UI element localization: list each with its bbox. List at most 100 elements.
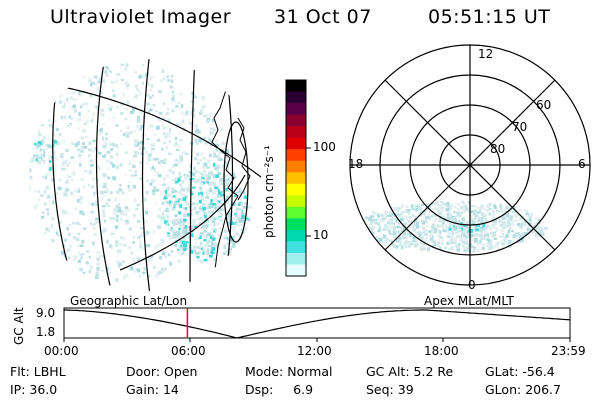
emission-pixel: [105, 132, 108, 136]
emission-pixel: [502, 215, 507, 219]
emission-pixel: [115, 152, 119, 156]
emission-pixel: [146, 231, 149, 234]
emission-pixel: [87, 183, 91, 187]
emission-pixel: [121, 191, 124, 195]
emission-pixel: [77, 141, 80, 144]
emission-pixel: [190, 192, 194, 196]
emission-pixel: [128, 227, 132, 231]
emission-pixel: [447, 231, 451, 236]
emission-pixel: [69, 244, 72, 248]
emission-pixel: [194, 226, 198, 229]
emission-pixel: [207, 210, 211, 214]
emission-pixel: [180, 232, 184, 236]
emission-pixel: [152, 104, 156, 107]
emission-pixel: [202, 181, 205, 185]
emission-pixel: [228, 192, 231, 196]
emission-pixel: [501, 210, 504, 214]
emission-pixel: [127, 188, 132, 192]
emission-pixel: [176, 232, 180, 237]
emission-pixel: [407, 209, 411, 213]
emission-pixel: [226, 195, 229, 198]
emission-pixel: [399, 218, 404, 222]
emission-pixel: [91, 202, 95, 206]
emission-pixel: [172, 219, 177, 224]
emission-pixel: [102, 194, 106, 197]
emission-pixel: [130, 251, 133, 255]
emission-pixel: [70, 142, 74, 145]
emission-pixel: [517, 213, 521, 216]
emission-pixel: [136, 143, 140, 147]
emission-pixel: [188, 183, 191, 187]
emission-pixel: [451, 231, 454, 235]
emission-pixel: [477, 219, 481, 222]
emission-pixel: [174, 159, 179, 162]
emission-pixel: [201, 96, 206, 100]
emission-pixel: [72, 258, 76, 262]
emission-pixel: [53, 157, 57, 160]
emission-pixel: [541, 227, 544, 231]
emission-pixel: [95, 217, 99, 221]
emission-pixel: [125, 151, 128, 155]
emission-pixel: [460, 225, 465, 228]
emission-pixel: [198, 129, 201, 134]
emission-pixel: [176, 179, 180, 183]
emission-pixel: [105, 186, 109, 190]
emission-pixel: [228, 175, 232, 178]
emission-pixel: [109, 217, 113, 220]
emission-pixel: [82, 253, 85, 256]
mode-status: Mode: Normal: [245, 364, 333, 379]
emission-pixel: [476, 248, 480, 253]
emission-pixel: [211, 251, 215, 254]
emission-pixel: [503, 225, 506, 229]
emission-pixel: [66, 163, 69, 167]
emission-pixel: [62, 105, 66, 109]
emission-pixel: [109, 142, 113, 146]
emission-pixel: [208, 243, 211, 246]
emission-pixel: [404, 227, 407, 230]
polar-axis-diagonal: [384, 79, 556, 251]
colorbar-cell: [286, 103, 306, 116]
emission-pixel: [100, 108, 105, 112]
emission-pixel: [228, 203, 231, 207]
emission-pixel: [212, 118, 215, 123]
emission-pixel: [171, 75, 174, 78]
emission-pixel: [113, 208, 117, 211]
emission-pixel: [51, 239, 55, 243]
emission-pixel: [66, 194, 69, 198]
emission-pixel: [529, 228, 533, 231]
emission-pixel: [209, 132, 212, 136]
emission-pixel: [163, 196, 168, 200]
emission-pixel: [66, 226, 69, 231]
emission-pixel: [493, 204, 496, 208]
emission-pixel: [200, 209, 203, 213]
emission-pixel: [479, 239, 482, 244]
emission-pixel: [493, 206, 497, 210]
emission-pixel: [505, 212, 508, 217]
emission-pixel: [437, 241, 440, 245]
emission-pixel: [197, 251, 201, 255]
emission-pixel: [105, 68, 110, 72]
emission-pixel: [451, 225, 456, 229]
emission-pixel: [124, 131, 128, 134]
emission-pixel: [202, 156, 206, 160]
emission-pixel: [168, 200, 172, 205]
emission-pixel: [370, 231, 375, 235]
emission-pixel: [444, 224, 448, 228]
emission-pixel: [407, 215, 412, 219]
emission-pixel: [237, 207, 242, 211]
emission-pixel: [465, 238, 468, 242]
emission-pixel: [98, 77, 103, 81]
emission-pixel: [223, 175, 228, 178]
emission-pixel: [376, 222, 380, 226]
emission-pixel: [415, 243, 419, 246]
emission-pixel: [456, 212, 460, 216]
emission-pixel: [198, 194, 202, 198]
emission-pixel: [89, 222, 92, 226]
emission-pixel: [116, 214, 119, 218]
emission-pixel: [107, 103, 111, 107]
emission-pixel: [408, 225, 412, 229]
emission-pixel: [399, 221, 402, 225]
emission-pixel: [141, 81, 144, 85]
emission-pixel: [47, 119, 51, 122]
emission-pixel: [184, 176, 188, 181]
